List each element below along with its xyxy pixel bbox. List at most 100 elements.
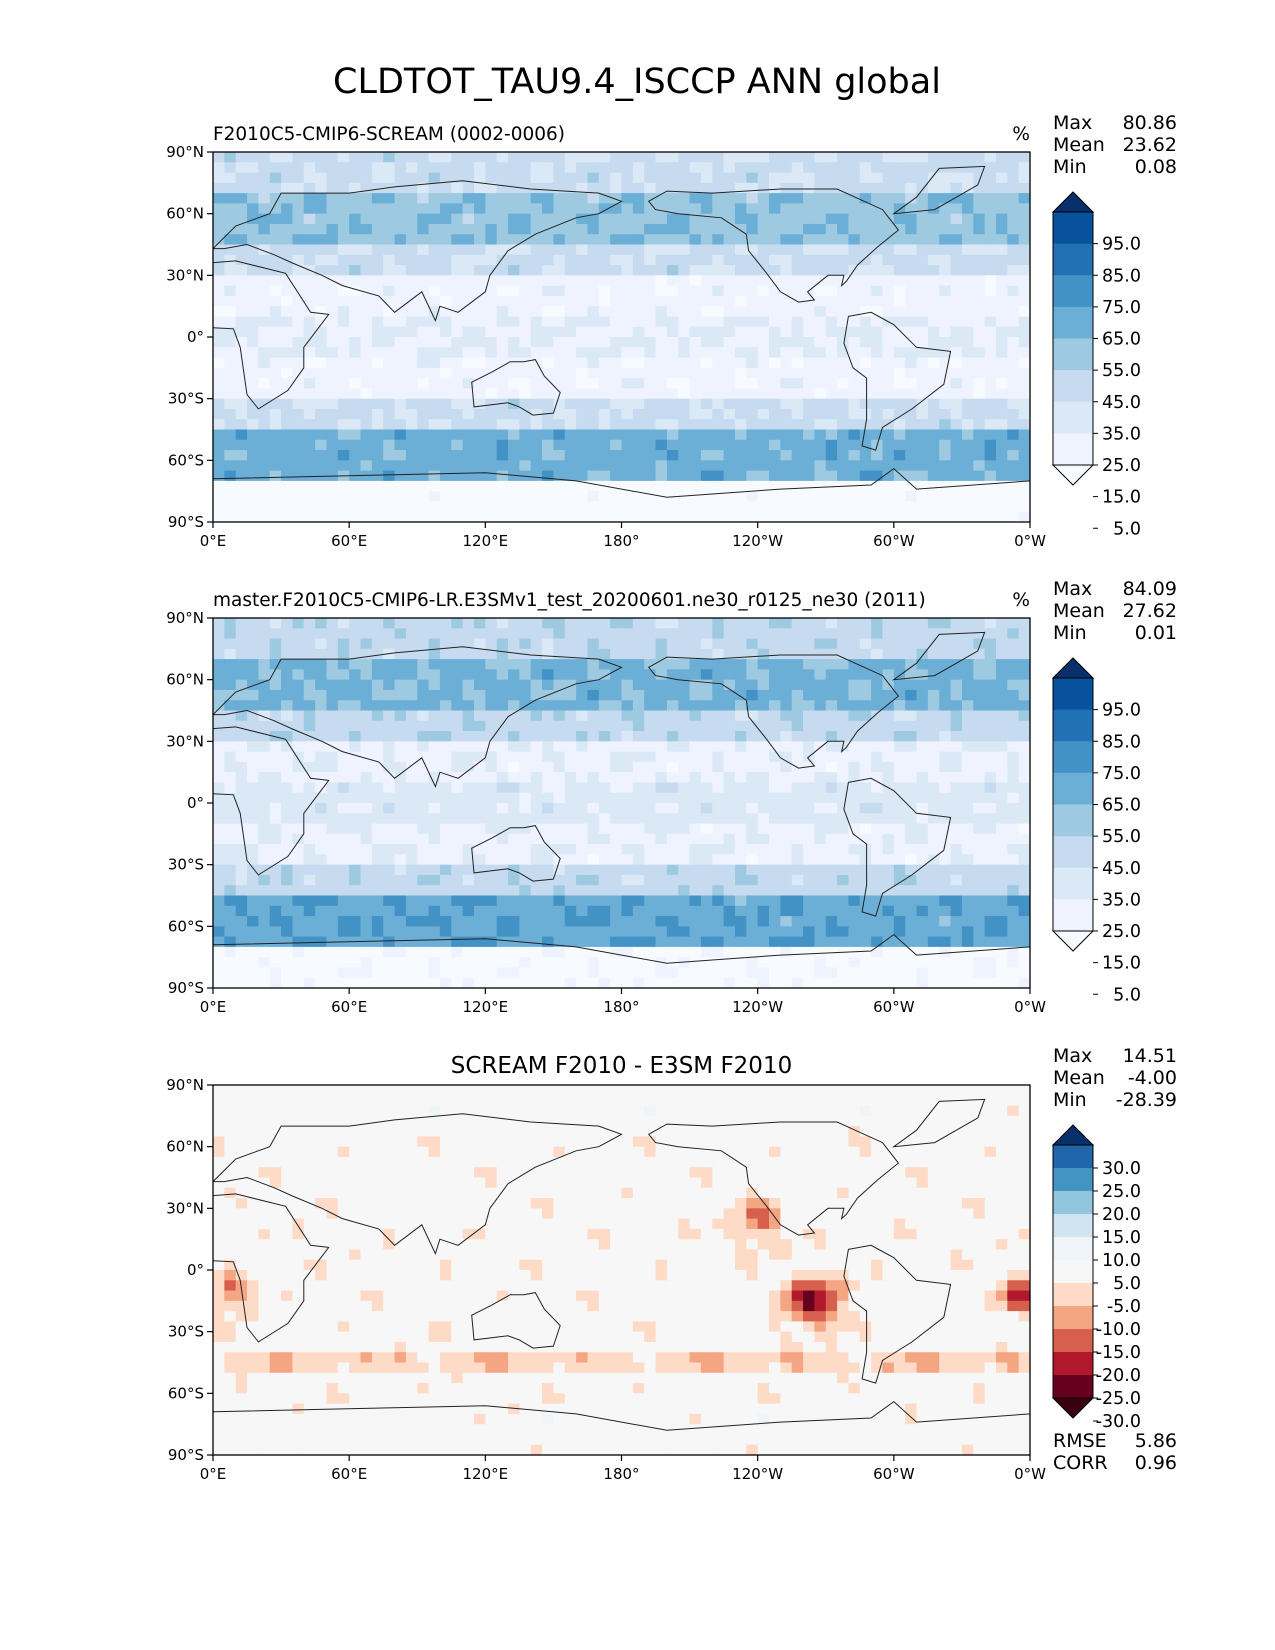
field-cell xyxy=(428,265,441,276)
field-cell xyxy=(939,388,952,400)
field-cell xyxy=(995,618,1008,629)
field-cell xyxy=(916,916,929,927)
field-cell xyxy=(1018,864,1030,876)
field-cell xyxy=(882,419,895,431)
field-cell xyxy=(292,926,305,938)
field-cell xyxy=(973,761,986,773)
field-cell xyxy=(803,731,816,742)
field-cell xyxy=(235,511,248,522)
field-cell xyxy=(825,659,838,670)
field-cell xyxy=(950,450,963,461)
field-cell xyxy=(451,618,464,629)
field-cell xyxy=(213,244,225,256)
field-cell xyxy=(247,511,259,522)
field-cell xyxy=(825,223,838,235)
field-cell xyxy=(337,275,350,287)
field-cell xyxy=(746,710,759,722)
field-cell xyxy=(530,648,543,660)
field-cell xyxy=(315,337,328,348)
field-cell xyxy=(825,419,838,431)
field-cell xyxy=(678,450,691,461)
field-cell xyxy=(508,265,520,276)
field-cell xyxy=(247,419,259,431)
field-cell xyxy=(723,885,736,897)
field-cell xyxy=(485,844,498,855)
field-cell xyxy=(439,193,452,204)
field-cell xyxy=(405,731,418,742)
field-cell xyxy=(644,751,657,763)
field-cell xyxy=(984,689,997,701)
field-cell xyxy=(1007,648,1020,660)
field-cell xyxy=(621,347,634,359)
field-cell xyxy=(973,916,986,927)
field-cell xyxy=(655,638,668,650)
field-cell xyxy=(405,926,418,938)
field-cell xyxy=(485,720,498,732)
field-cell xyxy=(655,720,668,732)
field-cell xyxy=(769,429,781,441)
field-cell xyxy=(371,751,384,763)
field-cell xyxy=(235,905,248,917)
field-cell xyxy=(814,936,827,948)
field-cell xyxy=(235,679,248,691)
field-cell xyxy=(689,254,702,266)
field-cell xyxy=(292,182,305,194)
field-cell xyxy=(371,357,384,369)
field-cell xyxy=(825,833,838,845)
field-cell xyxy=(576,833,589,845)
field-cell xyxy=(508,347,520,359)
field-cell xyxy=(973,223,986,235)
field-cell xyxy=(235,172,248,184)
field-cell xyxy=(905,470,918,482)
field-cell xyxy=(224,316,237,328)
field-cell xyxy=(950,720,963,732)
field-cell xyxy=(213,193,225,204)
field-cell xyxy=(269,638,282,650)
field-cell xyxy=(984,265,997,276)
field-cell xyxy=(950,741,963,753)
field-cell xyxy=(837,378,850,389)
field-cell xyxy=(235,223,248,235)
field-cell xyxy=(371,772,384,784)
field-cell xyxy=(723,741,736,753)
field-cell xyxy=(587,337,600,348)
y-tick-label: 30°N xyxy=(166,266,204,284)
field-cell xyxy=(473,772,486,784)
field-cell xyxy=(405,813,418,825)
field-cell xyxy=(769,710,781,722)
field-cell xyxy=(349,254,362,266)
field-cell xyxy=(247,254,259,266)
field-cell xyxy=(519,306,532,318)
field-cell xyxy=(791,470,804,482)
field-cell xyxy=(269,885,282,897)
field-cell xyxy=(632,638,645,650)
field-cell xyxy=(303,378,316,389)
field-cell xyxy=(473,751,486,763)
field-cell xyxy=(973,689,986,701)
field-cell xyxy=(746,741,759,753)
field-cell xyxy=(587,895,600,907)
field-cell xyxy=(893,254,906,266)
field-cell xyxy=(428,700,441,712)
field-cell xyxy=(939,501,952,513)
field-cell xyxy=(315,700,328,712)
field-cell xyxy=(746,491,759,503)
field-cell xyxy=(258,803,271,814)
field-cell xyxy=(281,357,294,369)
field-cell xyxy=(269,854,282,866)
field-cell xyxy=(984,782,997,794)
field-cell xyxy=(803,316,816,328)
field-cell xyxy=(315,378,328,389)
field-cell xyxy=(405,172,418,184)
field-cell xyxy=(349,429,362,441)
field-cell xyxy=(678,511,691,522)
field-cell xyxy=(394,885,407,897)
field-cell xyxy=(621,874,634,886)
field-cell xyxy=(564,357,577,369)
field-cell xyxy=(576,460,589,472)
field-cell xyxy=(405,378,418,389)
field-cell xyxy=(360,275,373,287)
field-cell xyxy=(553,254,566,266)
field-cell xyxy=(542,659,555,670)
field-cell xyxy=(859,741,872,753)
